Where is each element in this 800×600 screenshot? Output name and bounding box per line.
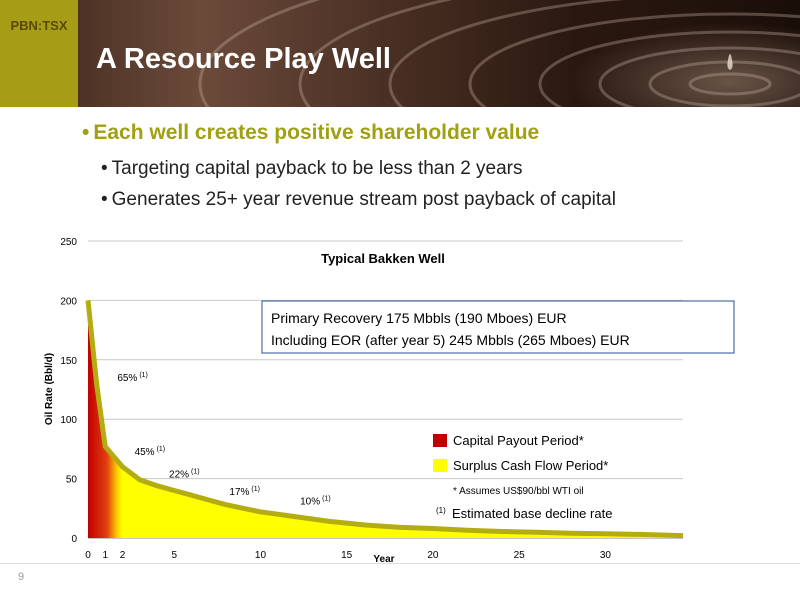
decline-rate-footnote-mark: (1) xyxy=(191,468,200,475)
eur-box xyxy=(261,300,735,354)
decline-rate-footnote-mark: (1) xyxy=(157,446,166,453)
sub-bullet-1-text: Targeting capital payback to be less tha… xyxy=(111,158,523,179)
footnote-text: Estimated base decline rate xyxy=(452,506,612,521)
x-tick-label: 15 xyxy=(341,550,353,561)
main-bullet: • Each well creates positive shareholder … xyxy=(82,121,539,145)
legend-label: Capital Payout Period* xyxy=(453,433,584,448)
x-tick-label: 5 xyxy=(171,550,177,561)
eur-line-1: Primary Recovery 175 Mbbls (190 Mboes) E… xyxy=(271,310,567,326)
surplus-area xyxy=(88,300,683,538)
ticker-badge: PBN:TSX xyxy=(0,0,78,107)
water-ripple-image xyxy=(198,0,800,107)
x-axis-label: Year xyxy=(373,554,394,565)
decline-rate-label: 45% xyxy=(135,447,155,458)
slide-header: PBN:TSX A Resource Play Well xyxy=(0,0,800,107)
y-axis-label: Oil Rate (Bbl/d) xyxy=(44,353,55,425)
bullet-marker: • xyxy=(101,158,108,179)
bullet-marker: • xyxy=(82,121,90,144)
y-tick-label: 250 xyxy=(60,237,77,248)
footnote-mark: (1) xyxy=(436,506,446,515)
decline-curve-line xyxy=(85,300,684,539)
payout-area xyxy=(88,300,123,538)
x-tick-label: 20 xyxy=(427,550,439,561)
legend-label: Surplus Cash Flow Period* xyxy=(453,458,608,473)
sub-bullet-1: • Targeting capital payback to be less th… xyxy=(101,158,523,180)
main-bullet-text: Each well creates positive shareholder v… xyxy=(93,121,540,144)
decline-rate-footnote-mark: (1) xyxy=(251,486,260,493)
y-tick-label: 0 xyxy=(71,534,77,545)
y-tick-label: 50 xyxy=(66,475,78,486)
bullet-marker: • xyxy=(101,189,108,210)
legend-swatch xyxy=(433,434,447,447)
decline-rate-label: 10% xyxy=(300,497,320,508)
decline-rate-label: 65% xyxy=(117,373,137,384)
eur-line-2: Including EOR (after year 5) 245 Mbbls (… xyxy=(271,332,630,348)
x-tick-label: 30 xyxy=(600,550,612,561)
ticker-label: PBN:TSX xyxy=(10,18,68,33)
y-tick-label: 150 xyxy=(60,356,77,367)
decline-rate-footnote-mark: (1) xyxy=(322,496,331,503)
x-tick-label: 0 xyxy=(85,550,91,561)
y-tick-label: 200 xyxy=(60,296,77,307)
decline-rate-label: 22% xyxy=(169,469,189,480)
decline-rate-label: 17% xyxy=(229,487,249,498)
slide-number: 9 xyxy=(18,571,25,583)
slide-title: A Resource Play Well xyxy=(96,43,391,75)
legend-swatch xyxy=(433,459,447,472)
x-tick-label: 10 xyxy=(255,550,267,561)
sub-bullet-2: • Generates 25+ year revenue stream post … xyxy=(101,189,616,211)
x-tick-label: 1 xyxy=(102,550,108,561)
x-tick-label: 25 xyxy=(514,550,526,561)
chart-title: Typical Bakken Well xyxy=(321,251,445,266)
footer-divider xyxy=(0,563,800,564)
y-tick-label: 100 xyxy=(60,415,77,426)
sub-bullet-2-text: Generates 25+ year revenue stream post p… xyxy=(111,189,616,210)
price-assumption-note: * Assumes US$90/bbl WTI oil xyxy=(453,486,584,497)
x-tick-label: 2 xyxy=(120,550,126,561)
decline-rate-footnote-mark: (1) xyxy=(139,372,148,379)
